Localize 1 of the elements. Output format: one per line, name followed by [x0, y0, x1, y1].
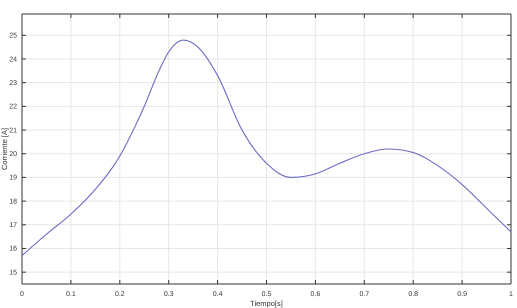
line-series — [21, 40, 512, 256]
